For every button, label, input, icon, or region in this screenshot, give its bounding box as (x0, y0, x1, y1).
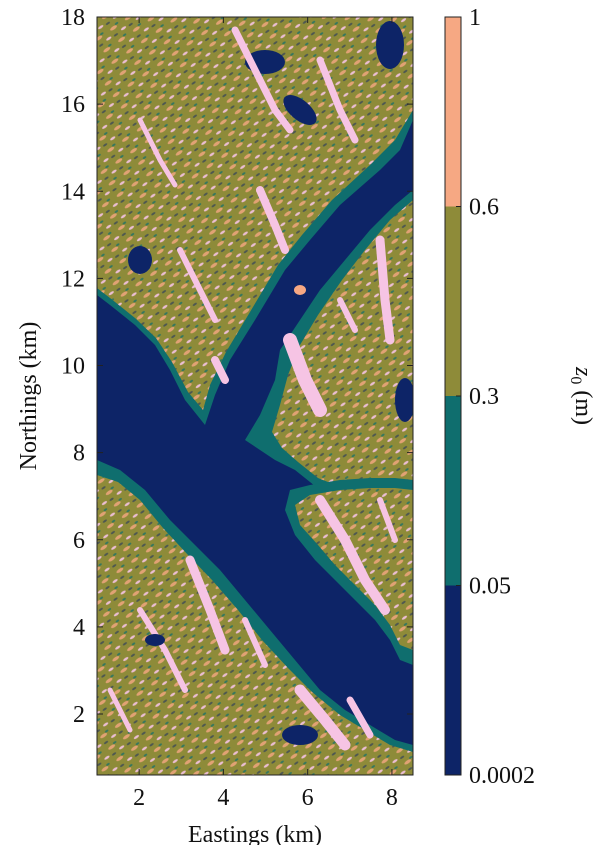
lake (283, 95, 317, 125)
y-tick-label: 10 (61, 354, 85, 380)
colorbar-segment (445, 585, 461, 775)
plot-frame (96, 16, 414, 776)
colorbar-label: z0 (m) (567, 366, 596, 425)
colorbar-ticks: 0.0002 0.05 0.3 0.6 1 (456, 5, 535, 789)
y-tick-label: 12 (61, 266, 85, 292)
x-tick-label: 4 (217, 785, 229, 811)
colorbar-segment (445, 17, 461, 207)
x-tick-label: 8 (386, 785, 398, 811)
colorbar-label-unit: (m) (570, 384, 596, 425)
y-tick-label: 4 (73, 615, 85, 641)
land-east (245, 190, 413, 560)
y-tick-label: 2 (73, 702, 85, 728)
x-axis-label: Eastings (km) (188, 822, 322, 845)
plot-area (97, 17, 413, 775)
colorbar-label-var: z (570, 366, 596, 377)
y-axis-label: Northings (km) (16, 322, 42, 471)
lake (128, 246, 152, 274)
lake (282, 725, 318, 745)
lake (145, 634, 165, 646)
y-tick-label: 18 (61, 5, 85, 31)
lake (376, 21, 404, 69)
land-southeast (285, 478, 413, 665)
x-tick-label: 2 (133, 785, 145, 811)
colorbar-tick-label: 0.3 (469, 384, 499, 410)
land-southwest (97, 460, 413, 775)
colorbar-tick-label: 0.0002 (469, 763, 535, 789)
y-tick-label: 16 (61, 92, 85, 118)
islet (294, 285, 306, 295)
colorbar-tick-label: 1 (469, 5, 481, 31)
colorbar-tick-label: 0.05 (469, 574, 511, 600)
lake (395, 378, 413, 422)
colorbar-segment (445, 396, 461, 586)
colorbar-tick-label: 0.6 (469, 195, 499, 221)
colorbar-segment (445, 206, 461, 396)
land-north (97, 17, 413, 425)
x-axis: 2 4 6 8 (133, 17, 398, 811)
y-tick-label: 14 (61, 179, 85, 205)
y-tick-label: 8 (73, 441, 85, 467)
colorbar-label-sub: 0 (567, 376, 584, 384)
y-axis: 2 4 6 8 10 12 14 16 18 (61, 5, 413, 728)
y-tick-label: 6 (73, 528, 85, 554)
x-tick-label: 6 (302, 785, 314, 811)
